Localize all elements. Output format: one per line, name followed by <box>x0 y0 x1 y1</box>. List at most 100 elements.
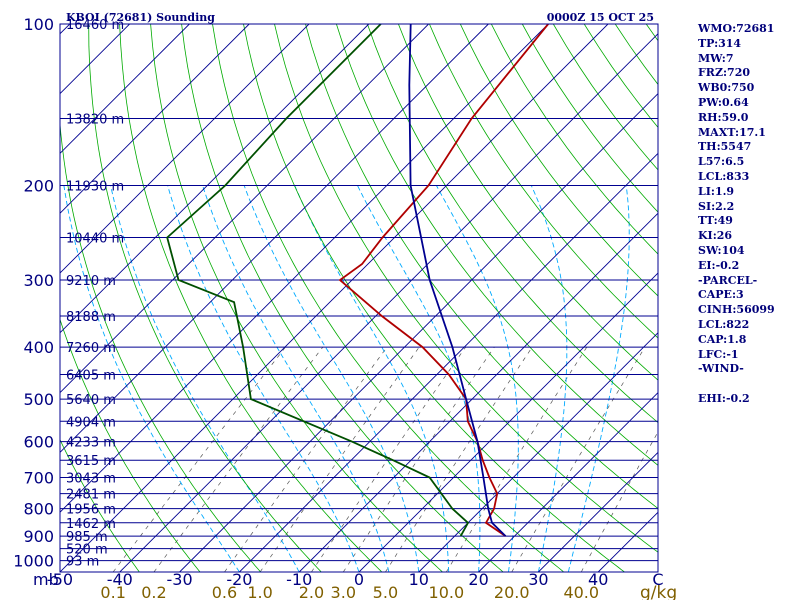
mixing-ratio-line <box>446 346 588 572</box>
temperature-tick-label: 30 <box>528 570 548 589</box>
index-line: EI:-0.2 <box>698 258 740 272</box>
plot-frame <box>59 23 659 573</box>
mixing-ratio-tick-label: 0.1 <box>100 583 125 600</box>
moist-adiabat-line <box>357 185 481 572</box>
mixing-ratio-tick-label: 10.0 <box>429 583 465 600</box>
temperature-tick-label: -40 <box>107 570 133 589</box>
index-line: TH:5547 <box>698 140 752 154</box>
temperature-tick-label: 20 <box>468 570 488 589</box>
index-line: -PARCEL- <box>698 273 758 287</box>
mixing-ratio-line <box>343 346 495 572</box>
height-label: 13820 m <box>66 112 124 127</box>
index-line: CINH:56099 <box>698 303 775 317</box>
height-label: 4233 m <box>66 436 116 451</box>
mixing-ratio-tick-label: 0.6 <box>212 583 237 600</box>
mixing-ratio-line <box>311 346 466 572</box>
moist-adiabat-line <box>243 185 420 572</box>
mixing-ratio-line <box>224 346 388 572</box>
temperature-tick-label: 0 <box>354 570 364 589</box>
height-label: 11930 m <box>66 180 124 195</box>
pressure-tick-label: 700 <box>23 469 54 488</box>
moist-adiabat-line <box>530 185 568 572</box>
isotherm-line <box>179 92 658 572</box>
index-line: TP:314 <box>698 36 742 50</box>
mixing-ratio-tick-label: 20.0 <box>494 583 530 600</box>
moist-adiabat-line <box>202 185 390 572</box>
mixing-ratio-line <box>259 346 420 572</box>
sounding-indices-panel: WMO:72681 TP:314 MW:7 FRZ:720 WB0:750 PW:0.64… <box>698 22 800 407</box>
isotherm-line <box>418 332 658 572</box>
isotherm-line <box>60 24 250 214</box>
height-label: 93 m <box>66 555 99 570</box>
index-line: SW:104 <box>698 243 745 257</box>
index-line: WMO:72681 <box>698 22 775 35</box>
index-line: KI:26 <box>698 229 733 243</box>
index-line: EHI:-0.2 <box>698 391 750 405</box>
pressure-tick-label: 500 <box>23 390 54 409</box>
isotherm-line <box>0 24 10 572</box>
pressure-tick-label: 100 <box>23 15 54 34</box>
pressure-tick-label: 800 <box>23 500 54 519</box>
pressure-unit-label: mb <box>33 570 59 589</box>
index-line: TT:49 <box>698 214 733 228</box>
temperature-tick-label: 10 <box>409 570 429 589</box>
dry-adiabat-line <box>367 24 658 424</box>
moist-adiabat-line <box>167 185 360 572</box>
temperature-tick-label: -50 <box>47 570 73 589</box>
mixing-ratio-tick-label: 40.0 <box>563 583 599 600</box>
pressure-tick-label: 900 <box>23 527 54 546</box>
series-dew-point-line <box>166 24 470 537</box>
dry-adiabat-line <box>398 24 658 381</box>
mixing-ratio-unit-label: g/kg <box>640 583 677 600</box>
dry-adiabat-line <box>459 24 658 297</box>
height-label: 3043 m <box>66 472 116 487</box>
dry-adiabat-line <box>150 24 443 572</box>
height-label: 9210 m <box>66 274 116 289</box>
height-label: 10440 m <box>66 232 124 247</box>
index-line: MW:7 <box>698 51 734 65</box>
index-line: LCL:822 <box>698 317 750 331</box>
isotherm-line <box>60 24 429 394</box>
isotherm-line <box>478 391 658 572</box>
isotherm-line <box>60 24 489 454</box>
temperature-tick-label: -20 <box>226 570 252 589</box>
height-label: 5640 m <box>66 393 116 408</box>
dry-adiabat-line <box>429 24 658 339</box>
mixing-ratio-tick-label: 2.0 <box>299 583 324 600</box>
mixing-ratio-line <box>112 346 286 572</box>
height-label: 4904 m <box>66 415 116 430</box>
mixing-ratio-tick-label: 1.0 <box>247 583 272 600</box>
chart-title: KBOI (72681) Sounding <box>66 11 215 24</box>
dry-adiabat-line <box>60 438 140 572</box>
series-temperature-line <box>338 24 549 537</box>
index-line: WB0:750 <box>698 81 755 95</box>
mixing-ratio-tick-label: 3.0 <box>331 583 356 600</box>
plot-background <box>60 24 658 572</box>
mixing-ratio-line <box>385 346 533 572</box>
mixing-ratio-tick-label: 0.2 <box>141 583 166 600</box>
isotherm-line <box>358 272 658 572</box>
index-line: LCL:833 <box>698 169 750 183</box>
height-label: 16460 m <box>66 18 124 33</box>
isotherm-line <box>60 24 310 274</box>
index-line: RH:59.0 <box>698 110 749 124</box>
chart-time: 0000Z 15 OCT 25 <box>547 11 654 24</box>
pressure-tick-label: 400 <box>23 338 54 357</box>
mixing-ratio-line <box>580 431 658 572</box>
isotherm-line <box>60 24 190 155</box>
dry-adiabat-line <box>60 119 261 572</box>
index-line: SI:2.2 <box>698 199 735 213</box>
isotherm-line <box>298 212 658 572</box>
height-label: 520 m <box>66 543 108 558</box>
dry-adiabat-line <box>181 24 504 572</box>
isotherm-line <box>60 24 71 35</box>
moist-adiabat-line <box>567 185 630 572</box>
moist-adiabat-line <box>294 185 450 572</box>
dry-adiabat-line <box>212 24 565 572</box>
temperature-tick-label: -10 <box>286 570 312 589</box>
isotherm-line <box>60 24 549 513</box>
index-line: LFC:-1 <box>698 347 739 361</box>
height-label: 985 m <box>66 530 108 545</box>
index-line: L57:6.5 <box>698 155 745 169</box>
